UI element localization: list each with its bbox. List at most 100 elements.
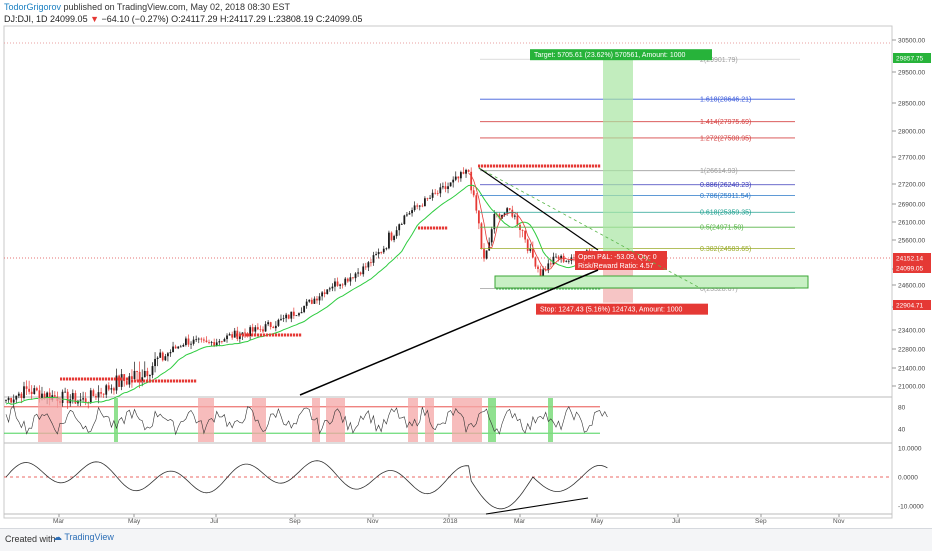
candle-body [169,352,172,354]
price-tick-label: 21000.00 [898,384,925,391]
marker-dot [580,164,583,168]
candle-body [498,214,501,219]
extension-2-label: 2(29901.79) [700,57,738,64]
marker-dot [93,377,96,381]
marker-dot [185,379,188,383]
candle-body [215,342,218,347]
candle-body [185,338,187,345]
marker-dot [146,379,149,383]
candle-body [87,402,90,403]
candle-body [328,288,331,290]
candle-body [493,214,496,230]
candle-body [457,176,460,179]
candle-body [537,266,539,269]
marker-dot [499,164,502,168]
marker-dot [254,333,257,337]
marker-dot [194,379,197,383]
candle-body [465,169,467,174]
candle-body [442,186,444,188]
marker-dot [574,164,577,168]
osc2-tick-label: 0.0000 [898,475,918,482]
marker-dot [182,379,185,383]
candle-body [69,399,72,404]
candle-body [367,262,370,268]
marker-dot [511,164,514,168]
candle-body [7,397,10,401]
candle-body [259,329,262,331]
candle-body [375,254,377,256]
candle-body [210,342,213,343]
candle-body [15,395,18,400]
candle-body [357,272,359,274]
price-tick-label: 30500.00 [898,38,925,45]
candle-body [28,388,31,392]
marker-dot [541,164,544,168]
candle-body [48,392,51,400]
marker-dot [544,164,547,168]
candle-body [573,257,575,259]
candle-body [149,375,151,377]
marker-dot [248,333,251,337]
candle-body [138,371,141,381]
candle-body [516,215,519,225]
candle-body [251,327,254,332]
marker-dot [99,377,102,381]
osc1-tick-label: 80 [898,404,906,411]
candle-body [208,342,210,343]
candle-body [182,344,185,347]
fib-level-label: 1.414(27975.69) [700,119,751,126]
candle-body [470,171,473,191]
fib-level-label: 0(23328.67) [700,286,738,293]
marker-dot [134,379,137,383]
candle-body [151,366,154,376]
price-tag [893,253,931,263]
candle-body [20,393,23,398]
candle-body [115,375,118,391]
candle-body [400,224,403,225]
candle-body [475,195,478,211]
marker-dot [442,226,445,230]
marker-dot [592,164,595,168]
marker-dot [481,164,484,168]
price-tag [893,53,931,63]
marker-dot [137,379,140,383]
osc1-line [5,405,608,436]
candle-body [560,255,563,259]
fib-level-label: 0.618(25359.35) [700,210,751,217]
marker-dot [445,226,448,230]
stop-label: Stop: 1247.43 (5.16%) 124743, Amount: 10… [540,307,683,314]
marker-dot [496,164,499,168]
price-tick-label: 23400.00 [898,328,925,335]
price-chart[interactable]: 30500.00 29500.00 28500.00 28000.00 27700.00… [0,0,932,528]
marker-dot [161,379,164,383]
marker-dot [478,164,481,168]
candle-body [197,338,200,340]
moving-average-green [5,184,608,405]
tradingview-logo[interactable]: ☁ TradingView [53,532,114,542]
candle-body [102,393,105,395]
candle-body [565,260,568,262]
author-link[interactable]: TodorGrigorov [4,2,62,12]
marker-dot [287,333,290,337]
marker-dot [126,377,129,381]
candle-body [511,209,514,217]
marker-dot [281,333,284,337]
marker-dot [170,379,173,383]
candle-body [89,390,92,403]
marker-dot [96,377,99,381]
fib-level-label: 1(26614.93) [700,168,738,175]
candle-body [434,192,437,194]
marker-dot [114,377,117,381]
candle-body [100,392,102,394]
marker-dot [251,333,254,337]
marker-dot [505,164,508,168]
marker-dot [242,333,245,337]
candle-body [287,314,290,319]
candle-body [526,239,529,251]
candle-body [223,339,226,342]
marker-dot [90,377,93,381]
candle-body [534,257,537,267]
time-tick-label: Mar [53,518,65,525]
candle-body [562,255,565,262]
candle-body [33,388,36,395]
